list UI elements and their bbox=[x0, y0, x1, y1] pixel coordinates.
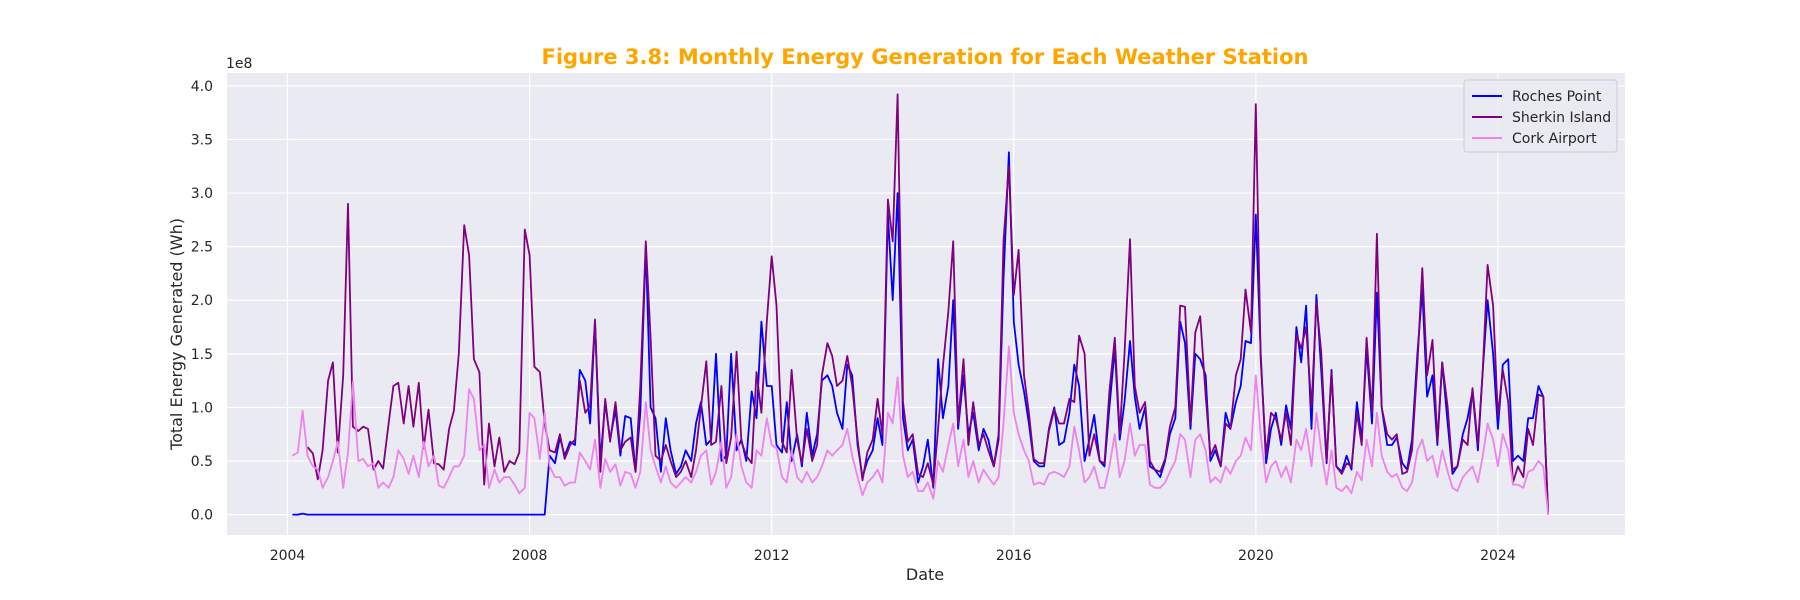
y-tick-label: 1.0 bbox=[191, 400, 213, 416]
legend-box bbox=[1463, 79, 1618, 153]
legend-label-cork-airport: Cork Airport bbox=[1512, 131, 1597, 147]
y-axis-ticks: 0.0 0.5 1.0 1.5 2.0 2.5 3.0 3.5 4.0 bbox=[191, 79, 213, 524]
y-tick-label: 0.5 bbox=[191, 454, 213, 470]
x-axis-ticks: 2004 2008 2012 2016 2020 2024 bbox=[270, 548, 1516, 564]
chart-title: Figure 3.8: Monthly Energy Generation fo… bbox=[542, 45, 1309, 69]
x-tick-label: 2008 bbox=[512, 548, 548, 564]
y-tick-label: 4.0 bbox=[191, 79, 213, 95]
x-tick-label: 2004 bbox=[270, 548, 306, 564]
grid-lines bbox=[227, 73, 1625, 535]
series-layer bbox=[291, 93, 1549, 516]
x-tick-label: 2016 bbox=[996, 548, 1032, 564]
legend: Roches Point Sherkin Island Cork Airport bbox=[1463, 79, 1618, 153]
y-tick-label: 3.0 bbox=[191, 186, 213, 202]
y-axis-label: Total Energy Generated (Wh) bbox=[167, 218, 186, 451]
y-tick-label: 0.0 bbox=[191, 508, 213, 524]
y-tick-label: 2.5 bbox=[191, 240, 213, 256]
x-tick-label: 2012 bbox=[754, 548, 790, 564]
x-tick-label: 2020 bbox=[1238, 548, 1274, 564]
series-line-cork-airport bbox=[291, 345, 1549, 515]
series-line-sherkin-island bbox=[306, 93, 1549, 513]
y-tick-label: 1.5 bbox=[191, 347, 213, 363]
legend-label-sherkin-island: Sherkin Island bbox=[1512, 110, 1611, 126]
y-tick-label: 2.0 bbox=[191, 293, 213, 309]
x-tick-label: 2024 bbox=[1480, 548, 1516, 564]
legend-label-roches-point: Roches Point bbox=[1512, 89, 1602, 105]
x-axis-label: Date bbox=[906, 565, 944, 584]
y-tick-label: 3.5 bbox=[191, 132, 213, 148]
y-scale-label: 1e8 bbox=[226, 56, 252, 72]
